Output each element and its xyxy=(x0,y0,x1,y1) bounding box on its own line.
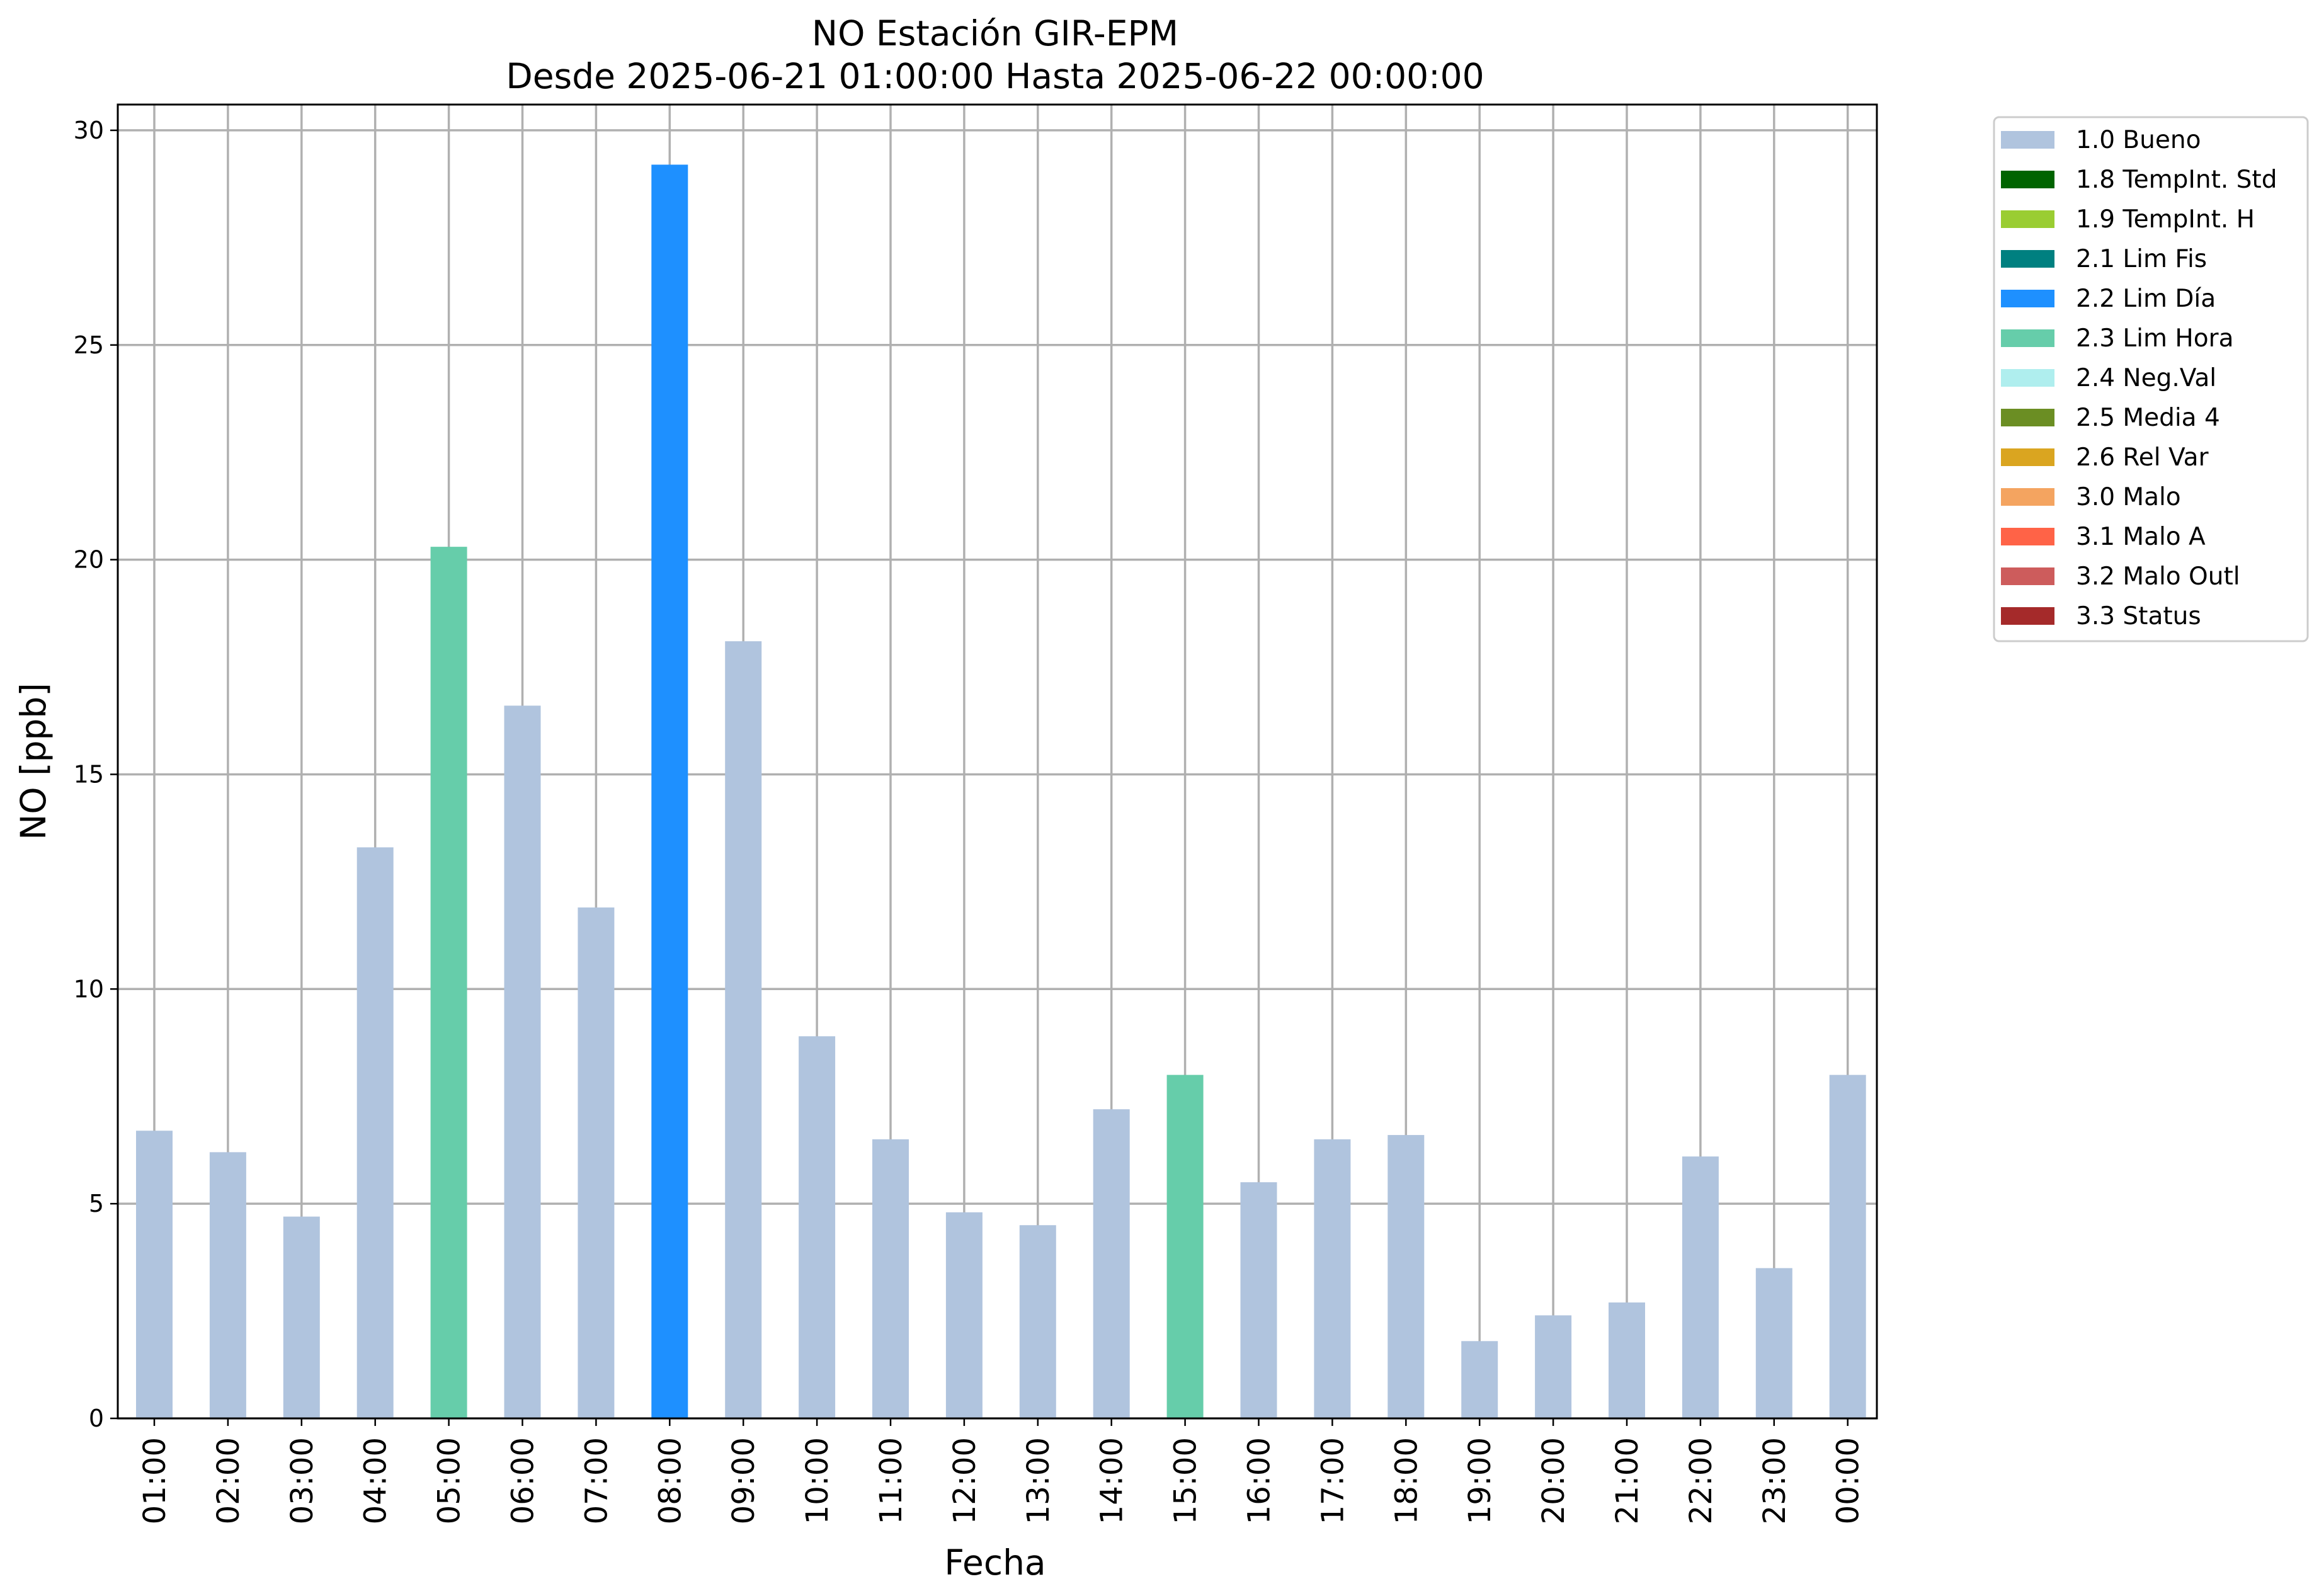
plot-frame xyxy=(117,103,1878,1420)
bar-2200 xyxy=(1682,1156,1719,1418)
bar-2100 xyxy=(1609,1302,1645,1418)
bar-1800 xyxy=(1387,1135,1425,1418)
bar-1200 xyxy=(945,1212,983,1418)
legend-entry-label: 2.1 Lim Fis xyxy=(2076,245,2207,273)
x-tick-label: 17:00 xyxy=(1315,1437,1350,1524)
legend-entry-label: 2.6 Rel Var xyxy=(2076,443,2209,472)
x-tick-label: 20:00 xyxy=(1536,1437,1571,1524)
bar-2300 xyxy=(1755,1268,1792,1418)
legend-entry-label: 3.3 Status xyxy=(2076,602,2201,630)
x-tick-label: 18:00 xyxy=(1389,1437,1424,1524)
legend-swatch xyxy=(2001,171,2054,188)
legend: 1.0 Bueno 1.8 TempInt. Std 1.9 TempInt. H 2… xyxy=(1993,116,2309,642)
bar-0600 xyxy=(504,705,541,1418)
bars-group xyxy=(136,164,1866,1419)
x-tick-label: 10:00 xyxy=(800,1437,835,1524)
bar-0500 xyxy=(430,547,467,1418)
x-tick-label: 16:00 xyxy=(1242,1437,1277,1524)
x-tick-label: 01:00 xyxy=(137,1437,173,1524)
legend-entry-label: 3.2 Malo Outl xyxy=(2076,562,2240,591)
legend-swatch xyxy=(2001,448,2054,466)
bar-0100 xyxy=(136,1131,173,1418)
y-axis-ticks: 0 5 10 15 20 25 30 xyxy=(74,117,118,1432)
x-tick-label: 06:00 xyxy=(506,1437,541,1524)
legend-swatch xyxy=(2001,329,2054,347)
x-tick-label: 09:00 xyxy=(726,1437,761,1524)
x-tick-label: 13:00 xyxy=(1021,1437,1056,1524)
x-tick-label: 12:00 xyxy=(947,1437,983,1524)
bar-0300 xyxy=(283,1216,320,1418)
chart-title-line-1: NO Estación GIR-EPM xyxy=(812,13,1178,54)
x-tick-label: 00:00 xyxy=(1831,1437,1866,1524)
x-tick-label: 02:00 xyxy=(211,1437,246,1524)
legend-entry-label: 2.3 Lim Hora xyxy=(2076,324,2234,353)
legend-frame xyxy=(1993,116,2309,642)
legend-entry-label: 1.9 TempInt. H xyxy=(2076,205,2255,234)
x-tick-label: 03:00 xyxy=(285,1437,320,1524)
legend-swatch xyxy=(2001,290,2054,307)
x-tick-label: 04:00 xyxy=(358,1437,394,1524)
x-tick-label: 22:00 xyxy=(1684,1437,1719,1524)
legend-entry-label: 1.8 TempInt. Std xyxy=(2076,166,2277,194)
chart-title-line-2: Desde 2025-06-21 01:00:00 Hasta 2025-06-… xyxy=(506,56,1484,96)
legend-entry-label: 3.0 Malo xyxy=(2076,483,2181,511)
bar-2000 xyxy=(1535,1315,1572,1418)
bar-1500 xyxy=(1166,1074,1204,1418)
bar-1300 xyxy=(1019,1225,1056,1418)
legend-swatch xyxy=(2001,567,2054,585)
y-tick-label: 5 xyxy=(89,1190,104,1217)
y-tick-label: 30 xyxy=(74,117,104,144)
y-tick-label: 0 xyxy=(89,1405,104,1432)
plot-area xyxy=(118,105,1877,1418)
bar-1000 xyxy=(799,1036,836,1418)
legend-swatch xyxy=(2001,369,2054,387)
legend-entry-label: 1.0 Bueno xyxy=(2076,126,2201,154)
x-axis-ticks: 01:00 02:00 03:00 04:00 05:00 06:00 07:00 08:00… xyxy=(137,1418,1866,1524)
legend-swatch xyxy=(2001,607,2054,625)
x-tick-label: 11:00 xyxy=(874,1437,909,1524)
x-tick-label: 14:00 xyxy=(1095,1437,1130,1524)
x-tick-label: 08:00 xyxy=(652,1437,688,1524)
legend-entry-label: 3.1 Malo A xyxy=(2076,523,2206,551)
bar-1100 xyxy=(872,1139,909,1418)
x-tick-label: 21:00 xyxy=(1610,1437,1645,1524)
legend-entry-label: 2.2 Lim Día xyxy=(2076,285,2216,313)
bar-0400 xyxy=(356,847,394,1418)
legend-swatch xyxy=(2001,131,2054,149)
bar-1600 xyxy=(1240,1182,1277,1418)
bar-0800 xyxy=(651,164,688,1419)
bar-0900 xyxy=(725,641,762,1418)
y-tick-label: 15 xyxy=(74,760,104,788)
y-tick-label: 10 xyxy=(74,975,104,1003)
y-tick-label: 25 xyxy=(74,331,104,359)
legend-entry-label: 2.5 Media 4 xyxy=(2076,404,2220,432)
bar-0700 xyxy=(578,907,615,1418)
x-tick-label: 05:00 xyxy=(432,1437,467,1524)
x-tick-label: 15:00 xyxy=(1168,1437,1204,1524)
legend-swatch xyxy=(2001,528,2054,545)
y-tick-label: 20 xyxy=(74,546,104,574)
bar-0000 xyxy=(1829,1074,1866,1418)
legend-items: 1.0 Bueno 1.8 TempInt. Std 1.9 TempInt. H 2… xyxy=(2001,126,2277,630)
y-axis-label: NO [ppb] xyxy=(13,683,54,840)
legend-swatch xyxy=(2001,210,2054,228)
x-tick-label: 23:00 xyxy=(1757,1437,1792,1524)
bar-1700 xyxy=(1314,1139,1351,1418)
legend-entry-label: 2.4 Neg.Val xyxy=(2076,364,2216,392)
legend-swatch xyxy=(2001,488,2054,506)
legend-swatch xyxy=(2001,409,2054,426)
x-tick-label: 19:00 xyxy=(1462,1437,1498,1524)
x-axis-label: Fecha xyxy=(944,1542,1046,1583)
bar-1900 xyxy=(1461,1341,1498,1418)
legend-swatch xyxy=(2001,250,2054,268)
bar-1400 xyxy=(1093,1109,1130,1418)
bar-0200 xyxy=(209,1152,246,1418)
x-tick-label: 07:00 xyxy=(579,1437,614,1524)
